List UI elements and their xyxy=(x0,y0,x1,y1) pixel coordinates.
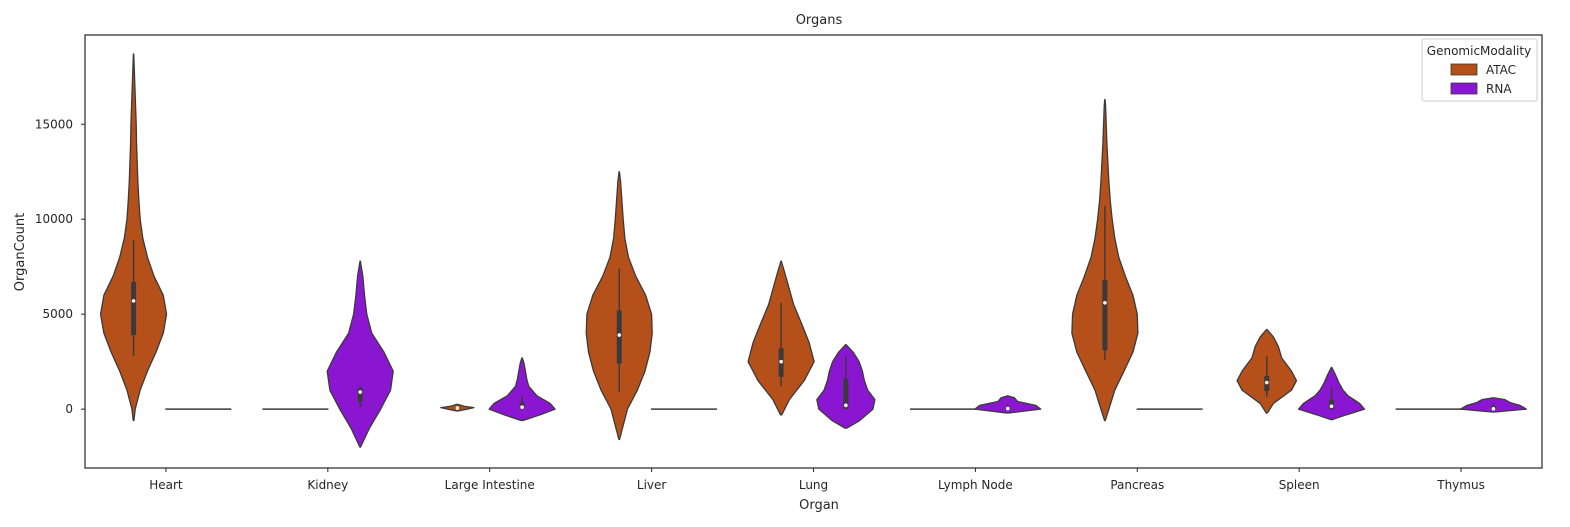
violin-atac-lung-median xyxy=(779,359,783,364)
violin-atac-heart xyxy=(99,53,168,422)
violin-rna-thymus-median xyxy=(1491,406,1496,411)
plot-area xyxy=(84,34,1543,469)
violin-atac-pancreas-iqr-box xyxy=(1102,279,1108,351)
x-tick-label-lung: Lung xyxy=(799,478,828,492)
y-tick-label: 10000 xyxy=(35,212,73,226)
violin-rna-large-intestine-iqr-box xyxy=(519,402,525,409)
x-tick-label-kidney: Kidney xyxy=(307,478,348,492)
x-axis-title: Organ xyxy=(799,498,839,513)
violin-rna-lung-median xyxy=(844,403,848,408)
x-tick-label-lymph-node: Lymph Node xyxy=(938,478,1013,492)
y-tick-label: 0 xyxy=(65,402,73,416)
chart-title: Organs xyxy=(796,13,843,28)
x-tick-label-liver: Liver xyxy=(637,478,667,492)
legend-swatch-atac xyxy=(1450,63,1478,76)
violin-rna-large-intestine xyxy=(488,357,556,422)
y-tick-label: 5000 xyxy=(42,307,73,321)
x-axis-ticks: Heart Kidney Large Intestine Liver Lung Lymph… xyxy=(149,468,1485,492)
y-axis-ticks: 0 5000 10000 15000 xyxy=(35,117,85,416)
legend-label-rna: RNA xyxy=(1486,82,1512,96)
y-axis-title: OrganCount xyxy=(13,213,28,291)
x-tick-label-heart: Heart xyxy=(149,478,183,492)
violin-rna-kidney-iqr-box xyxy=(357,388,363,402)
violin-group xyxy=(99,53,1528,448)
violin-atac-large-intestine-median xyxy=(455,406,460,410)
violin-rna-kidney xyxy=(326,260,394,448)
y-tick-label: 15000 xyxy=(35,117,73,131)
violin-rna-spleen-iqr-box xyxy=(1329,399,1335,410)
legend-swatch-rna xyxy=(1450,82,1478,95)
violin-atac-heart-iqr-box xyxy=(131,281,137,336)
legend-title: GenomicModality xyxy=(1427,44,1531,58)
violin-rna-spleen-median xyxy=(1329,404,1334,409)
violin-rna-kidney-median xyxy=(358,390,363,394)
violin-rna-lymph-node-median xyxy=(1005,406,1010,411)
x-tick-label-thymus: Thymus xyxy=(1436,478,1485,492)
violin-rna-lung-iqr-box xyxy=(843,378,849,410)
violin-atac-pancreas-median xyxy=(1103,300,1107,305)
violin-rna-large-intestine-median xyxy=(520,405,524,410)
x-tick-label-large-intestine: Large Intestine xyxy=(445,478,535,492)
violin-atac-liver-median xyxy=(617,333,622,337)
x-tick-label-pancreas: Pancreas xyxy=(1110,478,1164,492)
violin-atac-heart-median xyxy=(131,299,136,303)
legend-label-atac: ATAC xyxy=(1486,63,1516,77)
legend: GenomicModality ATAC RNA xyxy=(1421,38,1538,102)
violin-atac-liver-iqr-box xyxy=(616,310,622,364)
violin-atac-spleen-median xyxy=(1264,380,1269,385)
x-tick-label-spleen: Spleen xyxy=(1279,478,1320,492)
